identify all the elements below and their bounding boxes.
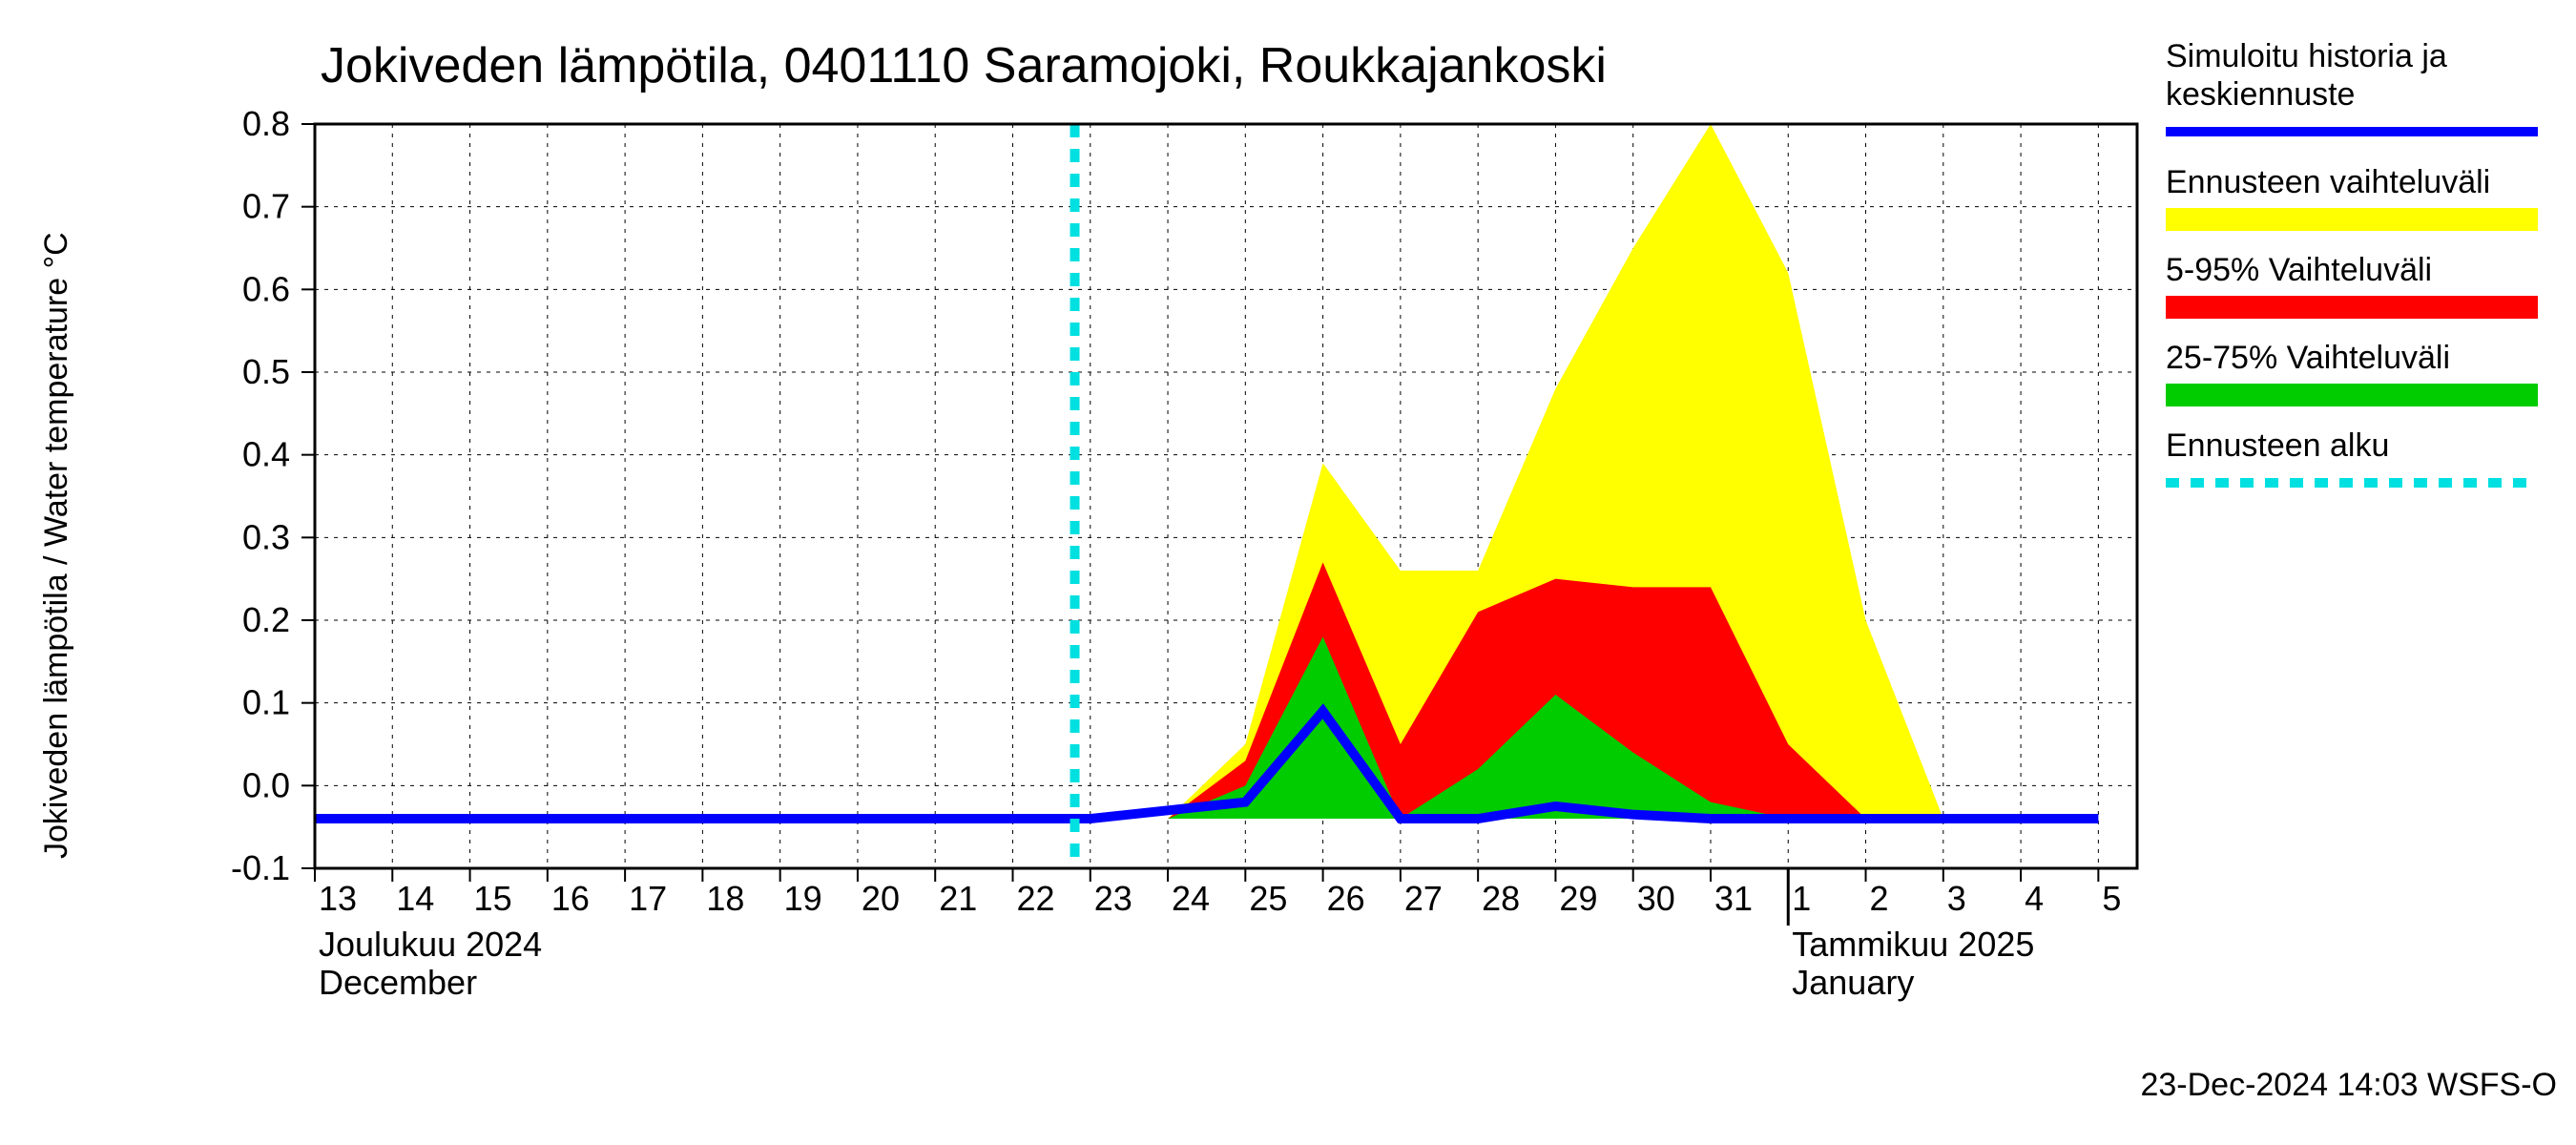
y-tick-label: -0.1 [231,848,290,887]
legend-swatch [2166,384,2538,406]
chart-svg: -0.10.00.10.20.30.40.50.60.70.8131415161… [0,0,2576,1145]
x-tick-label: 3 [1947,879,1966,918]
x-tick-label: 29 [1559,879,1597,918]
legend-swatch [2166,208,2538,231]
y-tick-label: 0.6 [242,269,290,308]
x-tick-label: 21 [939,879,977,918]
x-tick-label: 15 [474,879,512,918]
legend-label: Simuloitu historia ja [2166,38,2447,74]
x-tick-label: 25 [1249,879,1287,918]
footer-timestamp: 23-Dec-2024 14:03 WSFS-O [2140,1067,2557,1103]
x-tick-label: 31 [1714,879,1753,918]
x-tick-label: 5 [2102,879,2121,918]
y-tick-label: 0.4 [242,435,290,474]
legend-label: 25-75% Vaihteluväli [2166,340,2450,376]
legend-label: keskiennuste [2166,76,2355,113]
x-tick-label: 13 [319,879,357,918]
y-tick-label: 0.8 [242,104,290,143]
x-tick-label: 26 [1327,879,1365,918]
x-tick-label: 24 [1172,879,1210,918]
x-tick-label: 30 [1637,879,1675,918]
x-tick-label: 14 [396,879,434,918]
x-tick-label: 17 [629,879,667,918]
x-tick-label: 18 [706,879,744,918]
x-month-label: January [1792,963,1914,1002]
x-tick-label: 2 [1870,879,1889,918]
y-axis-label: Jokiveden lämpötila / Water temperature … [38,232,74,859]
y-tick-label: 0.3 [242,517,290,556]
y-tick-label: 0.0 [242,765,290,804]
x-month-label: December [319,963,477,1002]
x-tick-label: 16 [551,879,590,918]
x-tick-label: 27 [1404,879,1443,918]
x-tick-label: 19 [784,879,822,918]
legend-swatch [2166,296,2538,319]
x-tick-label: 28 [1482,879,1520,918]
chart-title: Jokiveden lämpötila, 0401110 Saramojoki,… [321,38,1607,94]
y-tick-label: 0.5 [242,352,290,391]
y-tick-label: 0.7 [242,187,290,226]
y-tick-label: 0.1 [242,683,290,722]
x-tick-label: 1 [1792,879,1811,918]
legend-label: Ennusteen alku [2166,427,2389,464]
x-tick-label: 22 [1016,879,1054,918]
x-tick-label: 23 [1094,879,1132,918]
legend-label: 5-95% Vaihteluväli [2166,252,2432,288]
x-month-label: Tammikuu 2025 [1792,925,2034,964]
x-tick-label: 4 [2025,879,2044,918]
legend-label: Ennusteen vaihteluväli [2166,164,2490,200]
x-tick-label: 20 [862,879,900,918]
y-tick-label: 0.2 [242,600,290,639]
chart-container: -0.10.00.10.20.30.40.50.60.70.8131415161… [0,0,2576,1145]
x-month-label: Joulukuu 2024 [319,925,542,964]
